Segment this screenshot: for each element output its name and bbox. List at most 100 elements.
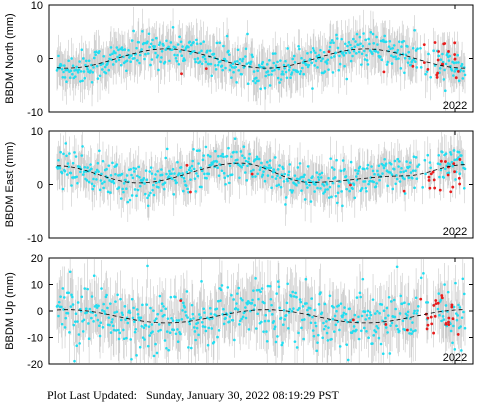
- data-point: [129, 167, 133, 171]
- data-point: [395, 57, 398, 61]
- data-point: [349, 43, 352, 47]
- data-point: [122, 190, 125, 194]
- recent-data-point: [435, 75, 439, 79]
- data-point: [179, 332, 182, 336]
- data-point: [200, 169, 204, 173]
- data-point: [189, 169, 193, 173]
- data-point: [215, 307, 219, 311]
- data-point: [293, 61, 297, 64]
- data-point: [254, 175, 257, 178]
- data-point: [311, 180, 315, 184]
- data-point: [269, 166, 273, 170]
- data-point: [229, 64, 233, 67]
- data-point: [360, 329, 363, 333]
- data-point: [246, 32, 249, 36]
- data-point: [399, 67, 403, 70]
- data-point: [322, 321, 325, 325]
- data-point: [137, 165, 141, 169]
- data-point: [451, 341, 454, 345]
- data-point: [359, 42, 362, 45]
- data-point: [105, 167, 108, 171]
- data-point: [227, 320, 231, 324]
- data-point: [81, 57, 85, 60]
- data-point: [207, 326, 211, 330]
- data-point: [203, 57, 207, 61]
- data-point: [235, 81, 238, 84]
- recent-data-point: [444, 322, 448, 326]
- data-point: [244, 47, 248, 51]
- data-point: [322, 50, 326, 54]
- data-point: [117, 48, 120, 52]
- data-point: [165, 172, 168, 176]
- data-point: [90, 295, 94, 298]
- data-point: [392, 298, 396, 302]
- data-point: [330, 337, 333, 341]
- data-point: [83, 165, 87, 169]
- data-point: [358, 35, 362, 39]
- data-point: [160, 309, 163, 313]
- data-point: [234, 65, 238, 69]
- data-point: [143, 338, 146, 341]
- data-point: [117, 328, 120, 332]
- data-point: [294, 291, 297, 295]
- data-point: [297, 181, 300, 184]
- data-point: [225, 34, 229, 38]
- data-point: [257, 288, 261, 292]
- data-point: [256, 172, 260, 176]
- data-point: [233, 60, 237, 64]
- data-point: [270, 303, 273, 307]
- data-point: [255, 155, 259, 159]
- data-point: [347, 41, 351, 44]
- data-point: [455, 68, 459, 71]
- data-point: [217, 299, 220, 303]
- data-point: [94, 170, 97, 174]
- data-point: [330, 166, 334, 169]
- data-point: [284, 196, 288, 199]
- data-point: [375, 182, 378, 185]
- data-point: [132, 29, 135, 33]
- data-point: [311, 87, 314, 90]
- data-point: [183, 179, 187, 183]
- data-point: [265, 63, 269, 66]
- data-point: [268, 84, 272, 87]
- recent-data-point: [447, 323, 451, 327]
- data-point: [173, 179, 177, 182]
- data-point: [351, 54, 354, 58]
- data-point: [233, 338, 236, 342]
- data-point: [68, 76, 72, 80]
- data-point: [338, 54, 341, 58]
- data-point: [252, 70, 256, 73]
- data-point: [156, 169, 160, 173]
- data-point: [459, 68, 462, 72]
- data-point: [220, 169, 224, 173]
- data-point: [281, 72, 285, 76]
- data-point: [146, 204, 150, 208]
- data-point: [396, 48, 400, 52]
- data-point: [452, 61, 456, 65]
- data-point: [68, 152, 71, 155]
- data-point: [276, 174, 279, 178]
- data-point: [184, 48, 187, 52]
- data-point: [411, 330, 415, 333]
- data-point: [432, 49, 435, 53]
- data-point: [172, 328, 176, 332]
- data-point: [344, 318, 347, 322]
- y-tick-label: -10: [27, 333, 43, 345]
- data-point: [273, 325, 277, 328]
- data-point: [61, 187, 65, 191]
- data-point: [135, 46, 138, 50]
- data-point: [92, 56, 96, 60]
- data-point: [421, 186, 424, 189]
- data-point: [444, 152, 448, 156]
- data-point: [344, 42, 347, 46]
- data-point: [323, 302, 327, 306]
- data-point: [187, 168, 191, 172]
- data-point: [341, 313, 345, 317]
- data-point: [111, 63, 115, 66]
- data-point: [177, 319, 181, 322]
- data-point: [366, 163, 370, 167]
- data-point: [376, 169, 379, 173]
- data-point: [146, 264, 149, 268]
- data-point: [87, 322, 90, 325]
- recent-data-point: [382, 70, 386, 74]
